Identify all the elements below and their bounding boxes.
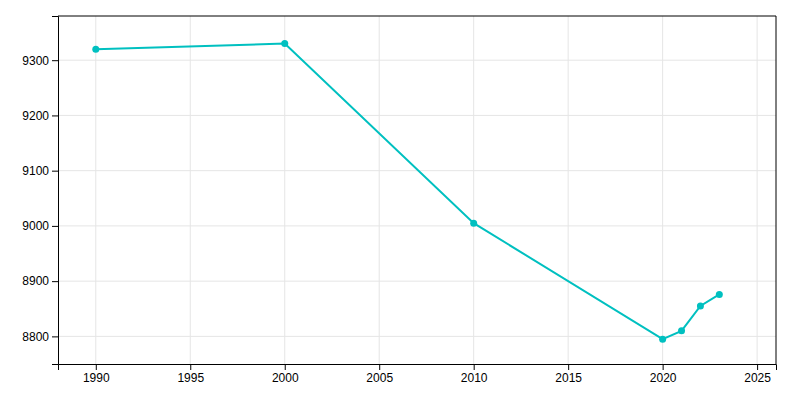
point	[92, 46, 99, 53]
x-tick-label: 2025	[744, 371, 771, 385]
plot: 1990 1995 2000 2005 2010 2015 2020 2025 8800 8900…	[22, 16, 776, 385]
data	[92, 40, 723, 343]
y-grid-line	[58, 281, 776, 282]
y-tick-mark	[52, 171, 58, 172]
x-grid-line	[757, 16, 758, 364]
y-tick-label: 8800	[22, 330, 49, 344]
point	[678, 327, 685, 334]
y-tick: 9000	[22, 219, 58, 233]
y-tick-mark	[52, 226, 58, 227]
x-tick-mark	[474, 364, 475, 370]
x-tick-mark	[190, 364, 191, 370]
y-tick: 9300	[22, 54, 58, 68]
y-tick: 9200	[22, 109, 58, 123]
x-tick: 1990	[83, 364, 110, 385]
y-tick-label: 9300	[22, 54, 49, 68]
chart: 1990 1995 2000 2005 2010 2015 2020 2025 8800 8900…	[0, 0, 800, 400]
x-tick-label: 1990	[83, 371, 110, 385]
frame-right	[776, 16, 777, 364]
x-tick: 2010	[461, 364, 488, 385]
y-tick: 8900	[22, 274, 58, 288]
point	[281, 40, 288, 47]
x-grid-line	[379, 16, 380, 364]
x-tick-label: 2015	[555, 371, 582, 385]
x-axis-line	[59, 365, 777, 371]
x-grid-line	[568, 16, 569, 364]
point	[716, 291, 723, 298]
y-axis-line	[52, 17, 59, 365]
x-tick: 2015	[555, 364, 582, 385]
y-axis: 8800 8900 9000 9100 9200 9300	[22, 17, 58, 365]
y-tick-label: 9200	[22, 109, 49, 123]
point	[697, 303, 704, 310]
y-tick: 8800	[22, 330, 58, 344]
x-tick: 2000	[272, 364, 299, 385]
x-tick: 2025	[744, 364, 771, 385]
x-tick-label: 1995	[177, 371, 204, 385]
y-grid-line	[58, 115, 776, 116]
x-tick-label: 2000	[272, 371, 299, 385]
x-tick-mark	[96, 364, 97, 370]
point	[470, 220, 477, 227]
point	[659, 336, 666, 343]
x-grid-line	[190, 16, 191, 364]
frame-top	[58, 16, 776, 17]
y-tick-mark	[52, 281, 58, 282]
y-tick-label: 8900	[22, 274, 49, 288]
x-tick-mark	[568, 364, 569, 370]
y-grid-line	[58, 60, 776, 61]
y-grid-line	[58, 225, 776, 226]
x-tick-mark	[379, 364, 380, 370]
y-tick-mark	[52, 336, 58, 337]
x-grid-line	[284, 16, 285, 364]
y-tick-mark	[52, 60, 58, 61]
line	[96, 44, 720, 340]
y-tick: 9100	[22, 164, 58, 178]
y-tick-mark	[52, 115, 58, 116]
x-tick-mark	[285, 364, 286, 370]
x-tick-label: 2010	[461, 371, 488, 385]
y-tick-label: 9000	[22, 219, 49, 233]
x-axis: 1990 1995 2000 2005 2010 2015 2020 2025	[59, 364, 777, 385]
grid	[58, 16, 776, 364]
x-tick: 2020	[650, 364, 677, 385]
x-tick-mark	[757, 364, 758, 370]
x-grid-line	[95, 16, 96, 364]
x-tick-label: 2005	[366, 371, 393, 385]
x-grid-line	[473, 16, 474, 364]
x-tick-mark	[663, 364, 664, 370]
x-grid-line	[662, 16, 663, 364]
y-tick-label: 9100	[22, 164, 49, 178]
x-tick: 1995	[177, 364, 204, 385]
x-tick: 2005	[366, 364, 393, 385]
x-tick-label: 2020	[650, 371, 677, 385]
